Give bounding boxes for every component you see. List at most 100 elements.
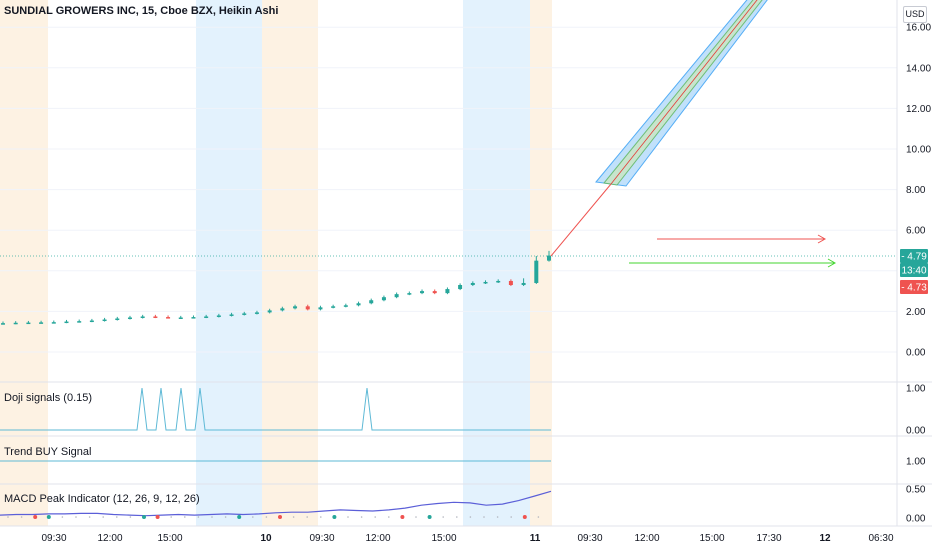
macd-dot xyxy=(88,516,91,518)
candle xyxy=(191,317,196,319)
x-tick-label: 12:00 xyxy=(634,533,659,544)
macd-dot xyxy=(332,515,337,519)
session-band xyxy=(463,0,530,526)
macd-dot xyxy=(415,516,417,518)
macd-dot xyxy=(237,515,242,519)
macd-dot xyxy=(142,515,146,519)
candle xyxy=(521,282,526,286)
candle xyxy=(356,303,361,306)
x-tick-label: 09:30 xyxy=(577,533,602,544)
candle xyxy=(115,318,120,321)
channel-inner xyxy=(603,0,763,186)
y-tick-label: 2.00 xyxy=(906,307,926,318)
candle xyxy=(39,322,44,324)
macd-dot xyxy=(211,516,213,518)
candle xyxy=(216,315,221,317)
price-tag-countdown: 13:40 xyxy=(901,266,926,277)
candle xyxy=(547,255,551,261)
y-tick-label: 8.00 xyxy=(906,185,926,196)
projection-line xyxy=(550,183,612,257)
x-tick-label: 17:30 xyxy=(756,533,781,544)
price-tags: - 4.79 13:40 - 4.73 xyxy=(900,249,928,294)
macd-y-tick: 0.00 xyxy=(906,514,926,525)
candle xyxy=(305,306,310,310)
macd-dot xyxy=(20,516,23,518)
currency-badge[interactable]: USD xyxy=(903,6,927,23)
candle xyxy=(89,320,94,323)
macd-dot xyxy=(265,516,268,518)
session-band xyxy=(196,0,262,526)
candle xyxy=(432,291,437,294)
macd-dot xyxy=(252,516,254,518)
macd-dot xyxy=(292,516,295,518)
indicator-panes: 1.00 0.00 1.00 0.50 0.00 xyxy=(0,384,926,525)
candle xyxy=(267,310,272,313)
macd-dot xyxy=(442,516,445,518)
x-tick-label: 15:00 xyxy=(157,533,182,544)
candle xyxy=(1,323,5,325)
macd-dot xyxy=(388,516,390,518)
price-tag-upper: - 4.79 xyxy=(901,252,927,263)
candle xyxy=(483,281,488,284)
candle xyxy=(242,313,247,315)
doji-y-tick: 0.00 xyxy=(906,426,926,437)
x-tick-label: 09:30 xyxy=(309,533,334,544)
candle xyxy=(458,285,463,290)
candles xyxy=(1,250,551,325)
macd-dot xyxy=(374,516,377,518)
candle xyxy=(254,312,259,314)
drawings xyxy=(0,0,897,268)
candle xyxy=(508,280,513,286)
doji-y-tick: 1.00 xyxy=(906,384,926,395)
candle xyxy=(407,293,412,295)
x-tick-label: 12:00 xyxy=(365,533,390,544)
candle xyxy=(64,321,69,324)
time-axis: 09:30 12:00 15:00 10 09:30 12:00 15:00 11 09:30 1… xyxy=(41,533,893,544)
candle xyxy=(445,289,450,294)
candle xyxy=(293,306,298,309)
macd-dot xyxy=(116,516,118,518)
candle xyxy=(280,308,285,311)
green-arrow-head xyxy=(827,258,837,268)
y-tick-label: 6.00 xyxy=(906,226,926,237)
macd-dot xyxy=(483,516,485,518)
macd-dot xyxy=(129,516,132,518)
candle xyxy=(102,319,107,322)
macd-dot xyxy=(496,516,499,518)
x-tick-label: 09:30 xyxy=(41,533,66,544)
macd-dot xyxy=(155,515,160,519)
grid-lines xyxy=(0,0,932,527)
doji-pane-title: Doji signals (0.15) xyxy=(4,392,92,404)
session-band xyxy=(530,0,552,526)
candle xyxy=(77,321,82,323)
x-tick-label: 15:00 xyxy=(431,533,456,544)
candle xyxy=(496,280,501,283)
macd-dot xyxy=(320,516,322,518)
macd-dot xyxy=(469,516,472,518)
candle xyxy=(343,305,348,307)
candle xyxy=(394,294,399,298)
price-tag-lower-bg xyxy=(900,280,928,294)
y-tick-label: 14.00 xyxy=(906,63,931,74)
macd-dot xyxy=(224,516,227,518)
x-tick-label: 12 xyxy=(819,533,831,544)
macd-line xyxy=(0,490,552,517)
y-tick-label: 10.00 xyxy=(906,145,931,156)
macd-pane-title: MACD Peak Indicator (12, 26, 9, 12, 26) xyxy=(4,493,200,505)
macd-dot xyxy=(7,516,9,518)
candle xyxy=(13,322,18,325)
session-band xyxy=(0,0,48,526)
candle xyxy=(178,317,183,319)
candle xyxy=(331,306,336,308)
macd-dot xyxy=(360,516,363,518)
channel-midline xyxy=(610,0,758,185)
red-arrow-head xyxy=(817,234,827,244)
candle xyxy=(369,300,374,304)
price-tag-countdown-bg xyxy=(900,263,928,277)
macd-dot xyxy=(33,515,38,519)
y-tick-label: 0.00 xyxy=(906,348,926,359)
x-tick-label: 11 xyxy=(530,533,541,544)
